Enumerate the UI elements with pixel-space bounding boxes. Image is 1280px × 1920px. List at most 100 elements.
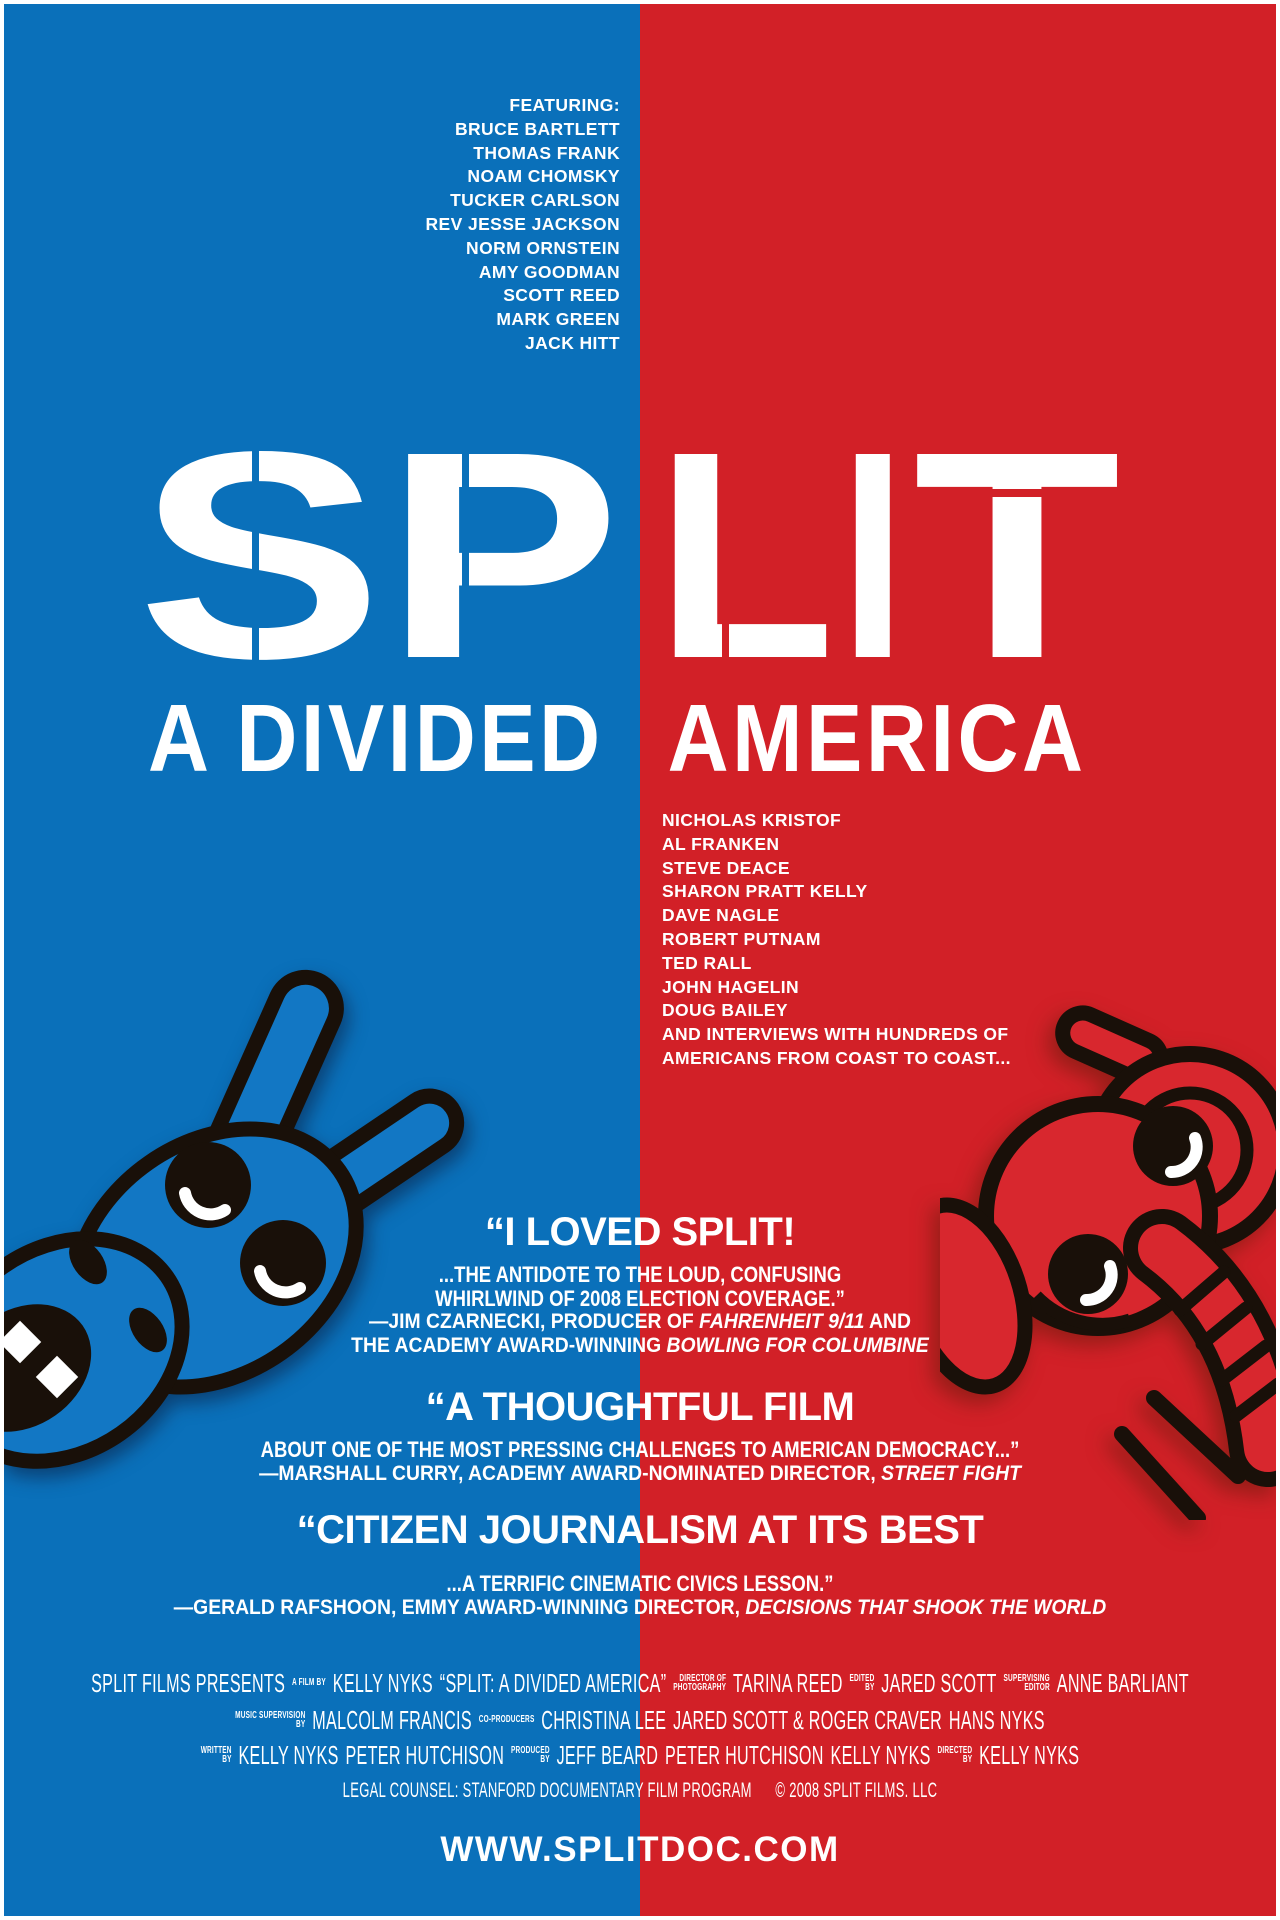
credit-label-line: DIRECTED [937, 1743, 973, 1756]
quote-headline: “CITIZEN JOURNALISM AT ITS BEST [296, 1508, 984, 1552]
background-left-blue [0, 0, 640, 1920]
credit-label-line: DIRECTOR OF [679, 1671, 727, 1684]
stencil-gap [722, 578, 729, 666]
cast-name: JACK HITT [525, 332, 620, 353]
elephant-eye [1133, 1106, 1213, 1186]
attribution-text: AND [864, 1309, 911, 1334]
credit-label: WRITTEN BY [200, 1743, 232, 1765]
credit-label-line: A FILM BY [291, 1676, 326, 1689]
donkey-tooth [0, 1320, 42, 1364]
credit-name: PETER HUTCHISON [345, 1740, 505, 1770]
cast-name: THOMAS FRANK [473, 142, 620, 163]
credit-label-line: MUSIC SUPERVISION [235, 1708, 306, 1721]
copyright-text: © 2008 SPLIT FILMS. LLC [775, 1779, 938, 1802]
credit-label: PRODUCED BY [510, 1743, 550, 1765]
credit-name: KELLY NYKS [830, 1740, 931, 1770]
attribution-text: —MARSHALL CURRY, ACADEMY AWARD-NOMINATED… [259, 1460, 882, 1485]
republican-elephant-icon [940, 1005, 1280, 1520]
credit-label-line: PRODUCED [510, 1743, 550, 1756]
credit-label: EDITED BY [849, 1671, 875, 1693]
donkey-tooth [35, 1355, 79, 1399]
credits-row: WRITTEN BY KELLY NYKS PETER HUTCHISON PRODUC… [201, 1742, 1080, 1768]
quote-attribution: —MARSHALL CURRY, ACADEMY AWARD-NOMINATED… [64, 1460, 1216, 1486]
credit-label-line: BY [540, 1753, 550, 1765]
attribution-text: THE ACADEMY AWARD-WINNING [351, 1332, 667, 1357]
review-quote: “A THOUGHTFUL FILM ABOUT ONE OF THE MOST … [0, 1385, 1280, 1485]
quote-line: ABOUT ONE OF THE MOST PRESSING CHALLENGE… [260, 1437, 1020, 1462]
donkey-eye [240, 1220, 326, 1306]
quote-headline: “I LOVED SPLIT! [484, 1210, 796, 1254]
film-reference: STREET FIGHT [881, 1460, 1021, 1485]
subtitle-left: A DIVIDED [148, 685, 604, 792]
featuring-heading: FEATURING: [509, 95, 620, 115]
credit-name: KELLY NYKS [332, 1668, 433, 1698]
quote-line: ...THE ANTIDOTE TO THE LOUD, CONFUSING [438, 1262, 842, 1287]
credit-label: DIRECTOR OF PHOTOGRAPHY [673, 1671, 727, 1693]
title-letter: T [913, 390, 1121, 720]
credit-name: MALCOLM FRANCIS [312, 1705, 472, 1735]
film-reference: DECISIONS THAT SHOOK THE WORLD [745, 1594, 1107, 1619]
cast-name: JOHN HAGELIN [662, 976, 800, 997]
cast-name: DOUG BAILEY [662, 1000, 788, 1021]
film-reference: BOWLING FOR COLUMBINE [666, 1332, 929, 1357]
website-url: WWW.SPLITDOC.COM [440, 1830, 840, 1869]
credits-row: MUSIC SUPERVISION BY MALCOLM FRANCIS CO-PRO… [235, 1707, 1045, 1733]
credit-label-line: EDITOR [1024, 1681, 1050, 1693]
cast-name: DAVE NAGLE [662, 905, 780, 926]
legal-counsel-text: LEGAL COUNSEL: STANFORD DOCUMENTARY FILM… [342, 1779, 752, 1802]
title-letter: I [840, 390, 906, 720]
credit-label-line: WRITTEN [200, 1743, 232, 1756]
stencil-gap [462, 440, 469, 666]
quote-line: WHIRLWIND OF 2008 ELECTION COVERAGE.” [435, 1285, 845, 1311]
elephant-trunk-stripes [1173, 1265, 1280, 1423]
donkey-nostril [129, 1307, 167, 1353]
film-reference: FAHRENHEIT 9/11 [699, 1309, 865, 1334]
elephant-trunk [1138, 1224, 1280, 1472]
cast-closing-line: AND INTERVIEWS WITH HUNDREDS OF [662, 1024, 1009, 1045]
review-quote: “CITIZEN JOURNALISM AT ITS BEST ...A TERR… [0, 1508, 1280, 1619]
donkey-jaw [0, 1304, 92, 1432]
credit-name: SPLIT FILMS PRESENTS [91, 1668, 286, 1698]
credit-label-line: EDITED [849, 1671, 875, 1684]
credit-name: KELLY NYKS [979, 1740, 1080, 1770]
elephant-ear-flap [940, 1197, 1033, 1395]
legal-row: LEGAL COUNSEL: STANFORD DOCUMENTARY FILM… [343, 1780, 938, 1801]
review-quote: “I LOVED SPLIT! ...THE ANTIDOTE TO THE LO… [0, 1210, 1280, 1357]
title-letter: S [137, 390, 383, 720]
elephant-mouth [1031, 1291, 1132, 1331]
credit-label-line: CO-PRODUCERS [478, 1713, 535, 1726]
credit-label-line: PHOTOGRAPHY [673, 1681, 727, 1693]
cast-name: NOAM CHOMSKY [467, 166, 620, 187]
attribution-text: —JIM CZARNECKI, PRODUCER OF [369, 1309, 700, 1334]
elephant-eye [1048, 1234, 1128, 1314]
cast-name: BRUCE BARTLETT [454, 118, 620, 139]
cast-name: ROBERT PUTNAM [662, 928, 821, 949]
credit-name: HANS NYKS [948, 1705, 1045, 1735]
credit-label: DIRECTED BY [937, 1743, 973, 1765]
cast-name: MARK GREEN [496, 309, 620, 330]
credit-name: JARED SCOTT [881, 1668, 997, 1698]
cast-name: TUCKER CARLSON [450, 190, 620, 211]
title-letter: P [384, 390, 621, 720]
cast-name: STEVE DEACE [662, 857, 790, 878]
credit-label-line: BY [296, 1718, 306, 1730]
title-letter: L [655, 390, 836, 720]
credit-label-line: BY [962, 1753, 973, 1765]
also-featuring-list: NICHOLAS KRISTOF AL FRANKEN STEVE DEACE SHA… [662, 809, 1011, 1071]
attribution-text: —GERALD RAFSHOON, EMMY AWARD-WINNING DIR… [173, 1594, 746, 1619]
credit-name: ANNE BARLIANT [1056, 1668, 1189, 1698]
cast-closing-line: AMERICANS FROM COAST TO COAST... [662, 1047, 1011, 1068]
credit-name: KELLY NYKS [238, 1740, 339, 1770]
cast-name: TED RALL [662, 952, 752, 973]
credit-name: JARED SCOTT & ROGER CRAVER [673, 1705, 943, 1735]
credits-row: SPLIT FILMS PRESENTS A FILM BY KELLY NYKS “… [91, 1670, 1189, 1696]
cast-name: AMY GOODMAN [478, 261, 620, 282]
donkey-eye [165, 1142, 251, 1228]
credit-label-line: BY [222, 1753, 232, 1765]
quote-attribution: —JIM CZARNECKI, PRODUCER OF FAHRENHEIT 9… [64, 1309, 1216, 1334]
credit-label: MUSIC SUPERVISION BY [235, 1708, 306, 1730]
quote-line: ...A TERRIFIC CINEMATIC CIVICS LESSON.” [446, 1571, 834, 1596]
quote-attribution: —GERALD RAFSHOON, EMMY AWARD-WINNING DIR… [64, 1594, 1216, 1620]
